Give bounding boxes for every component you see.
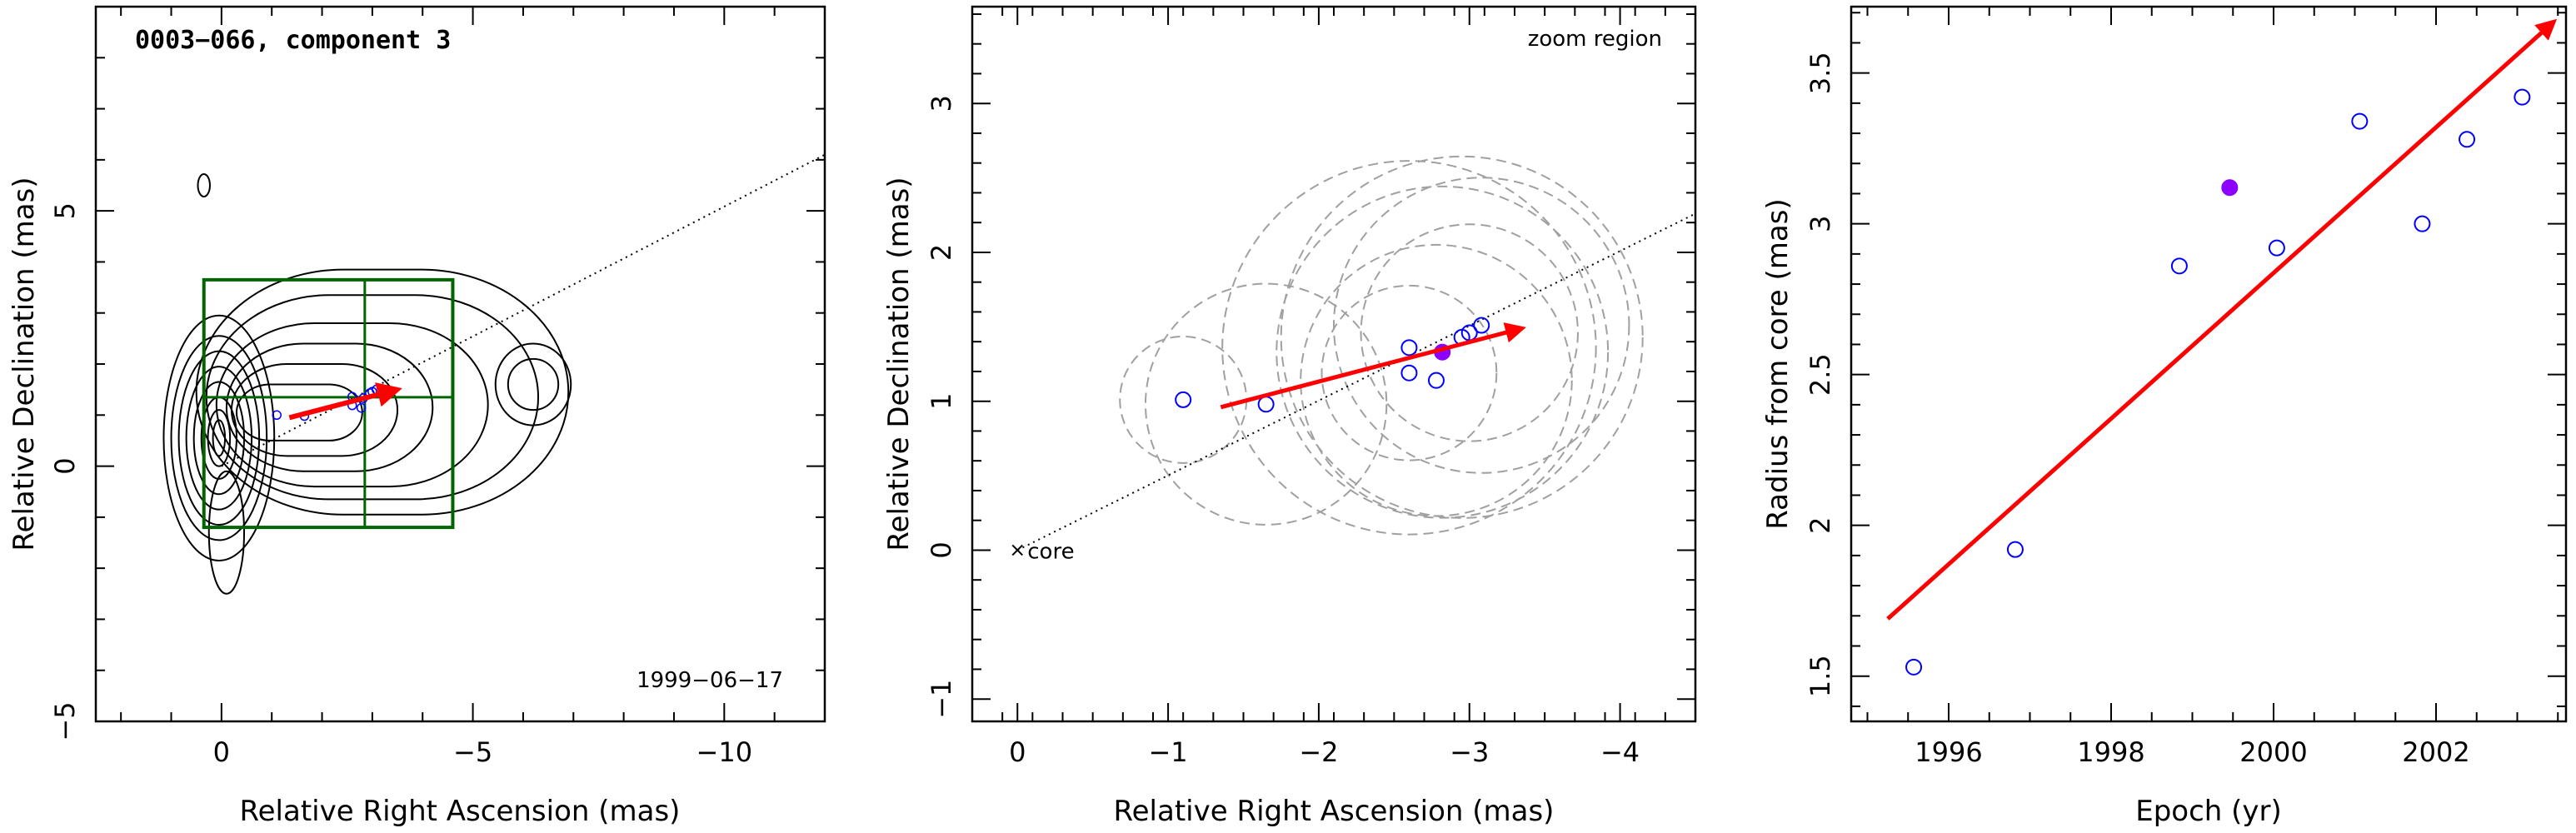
x-tick-label: 1998	[2077, 736, 2144, 768]
y-tick-label: −5	[49, 701, 81, 741]
contour-map	[162, 173, 572, 595]
core-label: core	[1027, 539, 1074, 564]
core-contour	[170, 335, 268, 541]
data-point	[1400, 339, 1418, 357]
lobe-contour	[507, 357, 560, 412]
data-point	[356, 402, 367, 413]
x-tick-label: −5	[453, 736, 492, 768]
zoom-region-label: zoom region	[1528, 27, 1662, 52]
core-x-stroke	[1011, 544, 1023, 556]
y-tick-label: 1.5	[1805, 655, 1836, 697]
data-point	[1175, 391, 1192, 408]
y-axis-label: Relative Declination (mas)	[882, 177, 916, 551]
x-axis-label: Relative Right Ascension (mas)	[240, 795, 681, 828]
error-circle	[1280, 155, 1644, 519]
y-tick-label: 1	[926, 393, 957, 410]
motion-arrow	[1220, 322, 1526, 410]
x-tick-label: −3	[1450, 736, 1489, 768]
motion-arrow	[288, 382, 402, 421]
x-axis-label: Epoch (yr)	[2135, 795, 2282, 828]
data-point	[1400, 364, 1418, 382]
small-contour	[197, 173, 211, 197]
x-tick-label: 2000	[2239, 736, 2307, 768]
data-point	[272, 410, 282, 421]
data-point	[2351, 112, 2369, 130]
y-tick-label: −1	[926, 680, 957, 719]
fit-arrow	[1886, 18, 2558, 621]
plot-frame	[971, 5, 1697, 723]
error-circle	[1333, 177, 1630, 474]
error-circle	[1119, 335, 1248, 464]
jet-contour	[230, 363, 399, 457]
y-tick-label: 0	[926, 541, 957, 558]
x-tick-label: −10	[696, 736, 753, 768]
core-marker	[1011, 544, 1023, 556]
y-tick-label: 3.5	[1805, 52, 1836, 94]
x-tick-label: −4	[1600, 736, 1640, 768]
x-tick-label: −2	[1299, 736, 1338, 768]
error-circle	[1221, 160, 1597, 536]
plot-title: 0003−066, component 3	[135, 26, 451, 55]
y-tick-label: 0	[49, 457, 81, 474]
y-axis-label: Relative Declination (mas)	[7, 177, 41, 551]
jet-contour	[195, 268, 570, 516]
error-circle	[1300, 243, 1573, 517]
y-tick-label: 2.5	[1805, 353, 1836, 396]
data-point	[2414, 215, 2431, 232]
south-contour	[207, 470, 246, 595]
data-points	[1905, 88, 2531, 676]
axis-ticks: 0 −1 −2 −3 −4 −1 0 1 2 3	[926, 7, 1696, 768]
x-tick-label: 0	[213, 736, 230, 768]
radius-epoch-panel: 1996 1998 2000 2002 1.5 2 2.5 3 3.5 Epoch (yr) R…	[1761, 5, 2568, 828]
jet-contour	[225, 342, 434, 472]
error-circle	[1320, 284, 1498, 461]
lobe-contour	[494, 342, 572, 426]
y-tick-label: 5	[49, 202, 81, 219]
data-point-filled	[2221, 179, 2239, 197]
axis-ticks: 0 −5 −10 −5 0 5	[49, 6, 826, 768]
data-point	[2006, 541, 2024, 558]
zoom-box-rect	[202, 277, 455, 530]
data-point	[1257, 396, 1275, 413]
y-tick-label: 3	[1805, 215, 1836, 232]
y-tick-label: 3	[926, 95, 957, 112]
axis-ticks: 1996 1998 2000 2002 1.5 2 2.5 3 3.5	[1805, 7, 2566, 768]
core-contour	[185, 366, 253, 511]
data-point	[2268, 239, 2285, 257]
zoom-panel: 0 −1 −2 −3 −4 −1 0 1 2 3 zoom region core Relativ…	[882, 5, 1697, 828]
error-circles	[1119, 155, 1644, 536]
error-circle	[1144, 282, 1388, 526]
epoch-date-label: 1999−06−17	[637, 668, 783, 693]
data-point	[2514, 88, 2531, 106]
data-point	[1427, 372, 1445, 389]
jet-contour	[215, 322, 489, 488]
x-axis-label: Relative Right Ascension (mas)	[1114, 795, 1555, 828]
error-circle	[1360, 223, 1579, 442]
data-point	[1473, 317, 1490, 334]
x-tick-label: 0	[1009, 736, 1026, 768]
data-point	[2170, 257, 2188, 275]
zoom-box	[202, 277, 455, 530]
plot-frame	[1850, 5, 2568, 723]
x-tick-label: 1996	[1915, 736, 1982, 768]
jet-direction-line	[1016, 212, 1695, 551]
y-tick-label: 2	[926, 244, 957, 261]
y-axis-label: Radius from core (mas)	[1761, 198, 1795, 529]
data-point	[1905, 658, 1923, 676]
x-tick-label: −1	[1148, 736, 1187, 768]
contour-panel: 0 −5 −10 −5 0 5 0003−066, component 3 1999−06…	[7, 5, 826, 828]
error-circle	[1276, 185, 1610, 519]
x-tick-label: 2002	[2402, 736, 2469, 768]
data-point	[2459, 131, 2476, 148]
jet-direction-line	[221, 153, 825, 467]
y-tick-label: 2	[1805, 517, 1836, 534]
